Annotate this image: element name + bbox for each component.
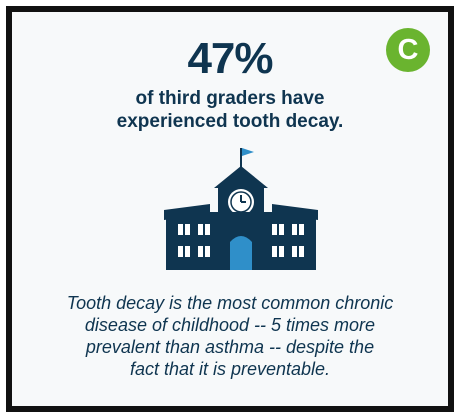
caption-line: fact that it is preventable.	[129, 359, 331, 379]
statistic-value: 47%	[187, 34, 273, 83]
headline-line-1: of third graders have	[135, 88, 325, 109]
caption-line: Tooth decay is the most common chronic	[66, 293, 394, 313]
school-building-icon	[164, 148, 318, 270]
headline-line-2: experienced tooth decay.	[116, 111, 344, 132]
headline: of third graders have experienced tooth …	[12, 87, 448, 133]
caption-line: disease of childhood -- 5 times more	[84, 315, 376, 335]
caption: Tooth decay is the most common chronic d…	[22, 292, 438, 380]
grade-badge: C	[386, 28, 430, 72]
infographic-card: 47% C of third graders have experienced …	[6, 6, 454, 412]
caption-line: prevalent than asthma -- despite the	[85, 337, 375, 357]
